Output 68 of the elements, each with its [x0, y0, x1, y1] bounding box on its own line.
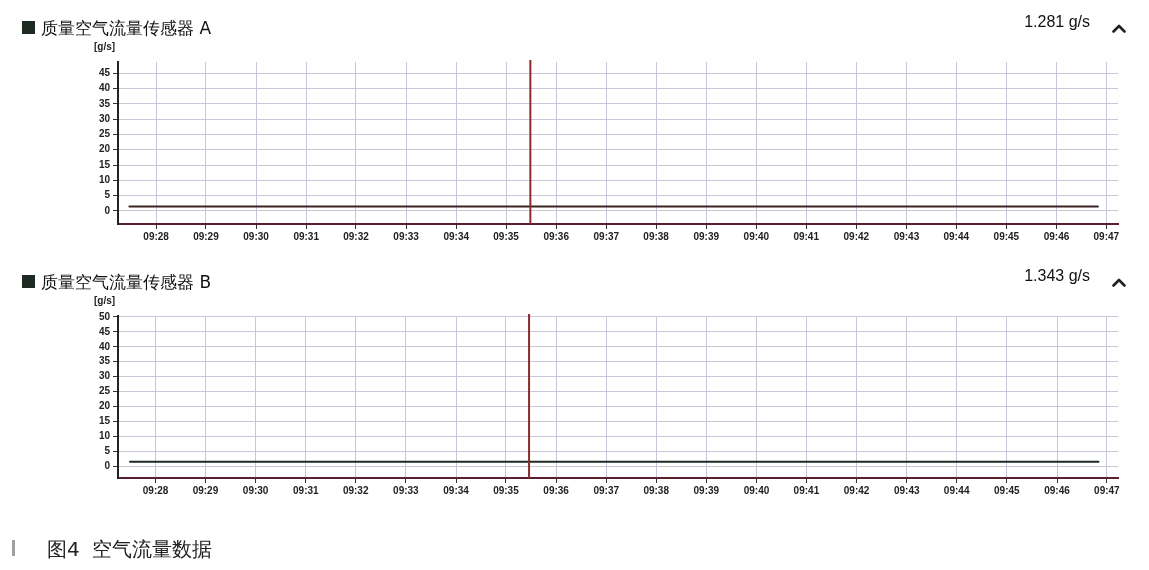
x-tick-label: 09:39 — [693, 230, 720, 242]
y-tick-label: 30 — [98, 370, 111, 382]
y-tick-label: 20 — [98, 143, 111, 155]
x-tick-label: 09:36 — [543, 230, 570, 242]
y-tick-label: 0 — [104, 204, 111, 216]
y-tick-label: 45 — [98, 67, 111, 79]
y-tick-label: 25 — [98, 128, 111, 140]
x-tick-label: 09:35 — [493, 230, 520, 242]
x-tick-label: 09:29 — [193, 230, 220, 242]
x-tick-label: 09:45 — [993, 230, 1020, 242]
y-tick-label: 10 — [98, 430, 111, 442]
y-tick-label: 45 — [98, 325, 111, 337]
y-tick-label: 20 — [98, 400, 111, 412]
x-tick-label: 09:39 — [693, 484, 720, 496]
x-tick-label: 09:35 — [493, 484, 520, 496]
text: 1.281 g/s — [1024, 12, 1090, 32]
x-tick-label: 09:34 — [443, 230, 470, 242]
x-tick-label: 09:44 — [943, 230, 970, 242]
x-tick-label: 09:45 — [994, 484, 1021, 496]
y-tick-label: 25 — [98, 385, 111, 397]
x-tick-label: 09:30 — [242, 484, 269, 496]
x-tick-label: 09:33 — [393, 484, 420, 496]
x-tick-label: 09:32 — [343, 230, 370, 242]
x-tick-label: 09:43 — [893, 230, 920, 242]
x-tick-label: 09:47 — [1093, 230, 1120, 242]
x-tick-label: 09:40 — [743, 484, 770, 496]
y-tick-label: 35 — [98, 97, 111, 109]
x-tick-label: 09:33 — [393, 230, 420, 242]
x-tick-label: 09:28 — [143, 230, 170, 242]
x-tick-label: 09:41 — [793, 230, 820, 242]
x-tick-label: 09:42 — [843, 484, 870, 496]
x-tick-label: 09:38 — [643, 484, 670, 496]
x-tick-label: 09:32 — [342, 484, 369, 496]
x-tick-label: 09:31 — [293, 230, 320, 242]
x-tick-label: 09:31 — [293, 484, 320, 496]
x-tick-label: 09:47 — [1094, 484, 1121, 496]
y-tick-label: 10 — [98, 174, 111, 186]
chart-title: 质量空气流量传感器 B — [41, 271, 212, 293]
y-tick-label: 5 — [104, 445, 111, 457]
text: 1.343 g/s — [1024, 266, 1090, 286]
y-tick-label: 15 — [98, 158, 111, 170]
x-tick-label: 09:40 — [743, 230, 770, 242]
y-tick-label: 40 — [98, 340, 111, 352]
y-axis-title: [g/s] — [94, 41, 116, 53]
x-tick-label: 09:37 — [593, 484, 620, 496]
x-tick-label: 09:43 — [893, 484, 920, 496]
y-tick-label: 5 — [104, 189, 111, 201]
x-tick-label: 09:44 — [943, 484, 970, 496]
x-tick-label: 09:38 — [643, 230, 670, 242]
x-tick-label: 09:36 — [543, 484, 570, 496]
chart-title: 质量空气流量传感器 A — [41, 17, 212, 39]
x-tick-label: 09:29 — [192, 484, 219, 496]
y-tick-label: 40 — [98, 82, 111, 94]
y-tick-label: 15 — [98, 415, 111, 427]
x-tick-label: 09:41 — [793, 484, 820, 496]
y-tick-label: 50 — [98, 310, 111, 322]
y-axis-title: [g/s] — [94, 295, 116, 307]
x-tick-label: 09:30 — [243, 230, 270, 242]
x-tick-label: 09:42 — [843, 230, 870, 242]
y-tick-label: 0 — [104, 460, 111, 472]
y-tick-label: 30 — [98, 112, 111, 124]
x-tick-label: 09:28 — [142, 484, 169, 496]
caption: 图4 空气流量数据 — [47, 536, 213, 562]
x-tick-label: 09:37 — [593, 230, 620, 242]
y-tick-label: 35 — [98, 355, 111, 367]
x-tick-label: 09:46 — [1044, 484, 1071, 496]
x-tick-label: 09:46 — [1043, 230, 1070, 242]
x-tick-label: 09:34 — [443, 484, 470, 496]
